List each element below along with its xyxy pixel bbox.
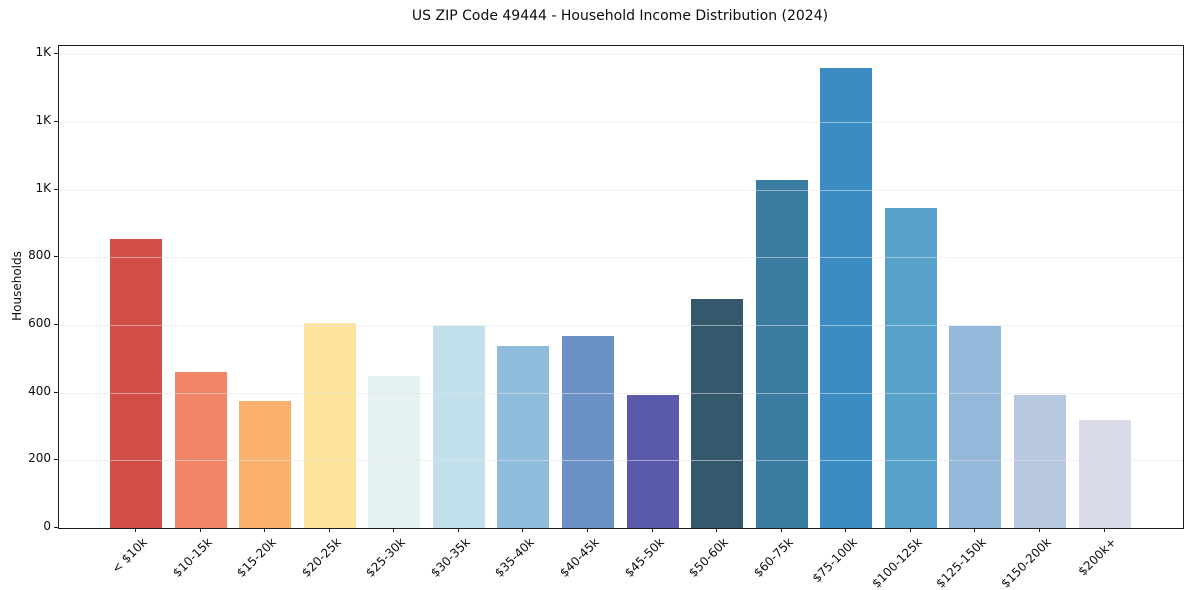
bar: [1078, 420, 1131, 528]
gridline: [59, 392, 1183, 394]
x-tick-mark: [716, 528, 718, 532]
bar: [820, 67, 873, 528]
bar: [626, 394, 679, 528]
x-tick-label: $125-150k: [933, 535, 990, 590]
gridline: [59, 460, 1183, 462]
x-tick-label: $200k+: [1074, 535, 1119, 579]
x-tick-mark: [199, 528, 201, 532]
bar: [949, 326, 1002, 528]
y-tick-mark: [54, 527, 58, 528]
bar: [174, 371, 227, 528]
y-tick-mark: [54, 188, 58, 190]
x-tick-mark: [780, 528, 782, 532]
x-tick-label: $40-45k: [556, 535, 602, 580]
y-tick-mark: [54, 391, 58, 393]
x-tick-label: $45-50k: [621, 535, 667, 580]
x-tick-mark: [586, 528, 588, 532]
y-tick-label: 1K: [35, 180, 51, 195]
x-tick-mark: [1038, 528, 1040, 532]
gridline: [59, 324, 1183, 326]
x-tick-mark: [134, 528, 136, 532]
x-tick-label: < $10k: [109, 535, 150, 576]
x-tick-mark: [522, 528, 524, 532]
x-tick-label: $75-100k: [809, 535, 861, 586]
x-tick-mark: [264, 528, 266, 532]
x-tick-label: $10-15k: [169, 535, 215, 580]
bar: [497, 345, 550, 528]
x-tick-mark: [328, 528, 330, 532]
y-tick-mark: [54, 120, 58, 122]
y-tick-label: 1K: [35, 112, 51, 127]
y-tick-mark: [54, 256, 58, 258]
plot-area: [58, 45, 1184, 529]
chart-title: US ZIP Code 49444 - Household Income Dis…: [411, 8, 829, 24]
x-tick-label: $20-25k: [298, 535, 344, 580]
bar: [1013, 394, 1066, 528]
x-tick-label: $50-60k: [686, 535, 731, 580]
y-tick-label: 400: [28, 383, 51, 398]
x-tick-mark: [909, 528, 911, 532]
x-tick-label: $150-200k: [998, 535, 1054, 590]
y-tick-mark: [54, 323, 58, 325]
y-tick-mark: [54, 459, 58, 461]
x-tick-label: $25-30k: [363, 535, 409, 580]
x-tick-label: $35-40k: [492, 535, 538, 580]
y-tick-label: 0: [43, 519, 51, 533]
bar: [755, 180, 808, 528]
x-tick-mark: [1103, 528, 1105, 532]
bar: [239, 401, 292, 528]
bar: [884, 208, 937, 528]
x-tick-mark: [974, 528, 976, 532]
y-tick-label: 800: [28, 248, 51, 263]
x-tick-label: $60-75k: [750, 535, 796, 580]
bar: [368, 375, 421, 528]
y-tick-label: 600: [28, 315, 51, 330]
gridline: [59, 54, 1183, 56]
bar: [303, 322, 356, 528]
y-tick-label: 200: [28, 451, 51, 466]
y-tick-mark: [54, 53, 58, 55]
bar: [432, 325, 485, 528]
x-tick-label: $100-125k: [869, 535, 925, 590]
x-tick-label: $30-35k: [427, 535, 473, 580]
y-tick-label: 1K: [35, 45, 51, 60]
bar: [561, 335, 614, 528]
x-tick-mark: [845, 528, 847, 532]
x-tick-mark: [457, 528, 459, 532]
gridline: [59, 257, 1183, 259]
gridline: [59, 121, 1183, 123]
x-tick-mark: [651, 528, 653, 532]
x-tick-label: $15-20k: [234, 535, 280, 580]
x-tick-mark: [393, 528, 395, 532]
bar: [691, 298, 744, 528]
gridline: [59, 189, 1183, 191]
bar: [109, 238, 162, 528]
